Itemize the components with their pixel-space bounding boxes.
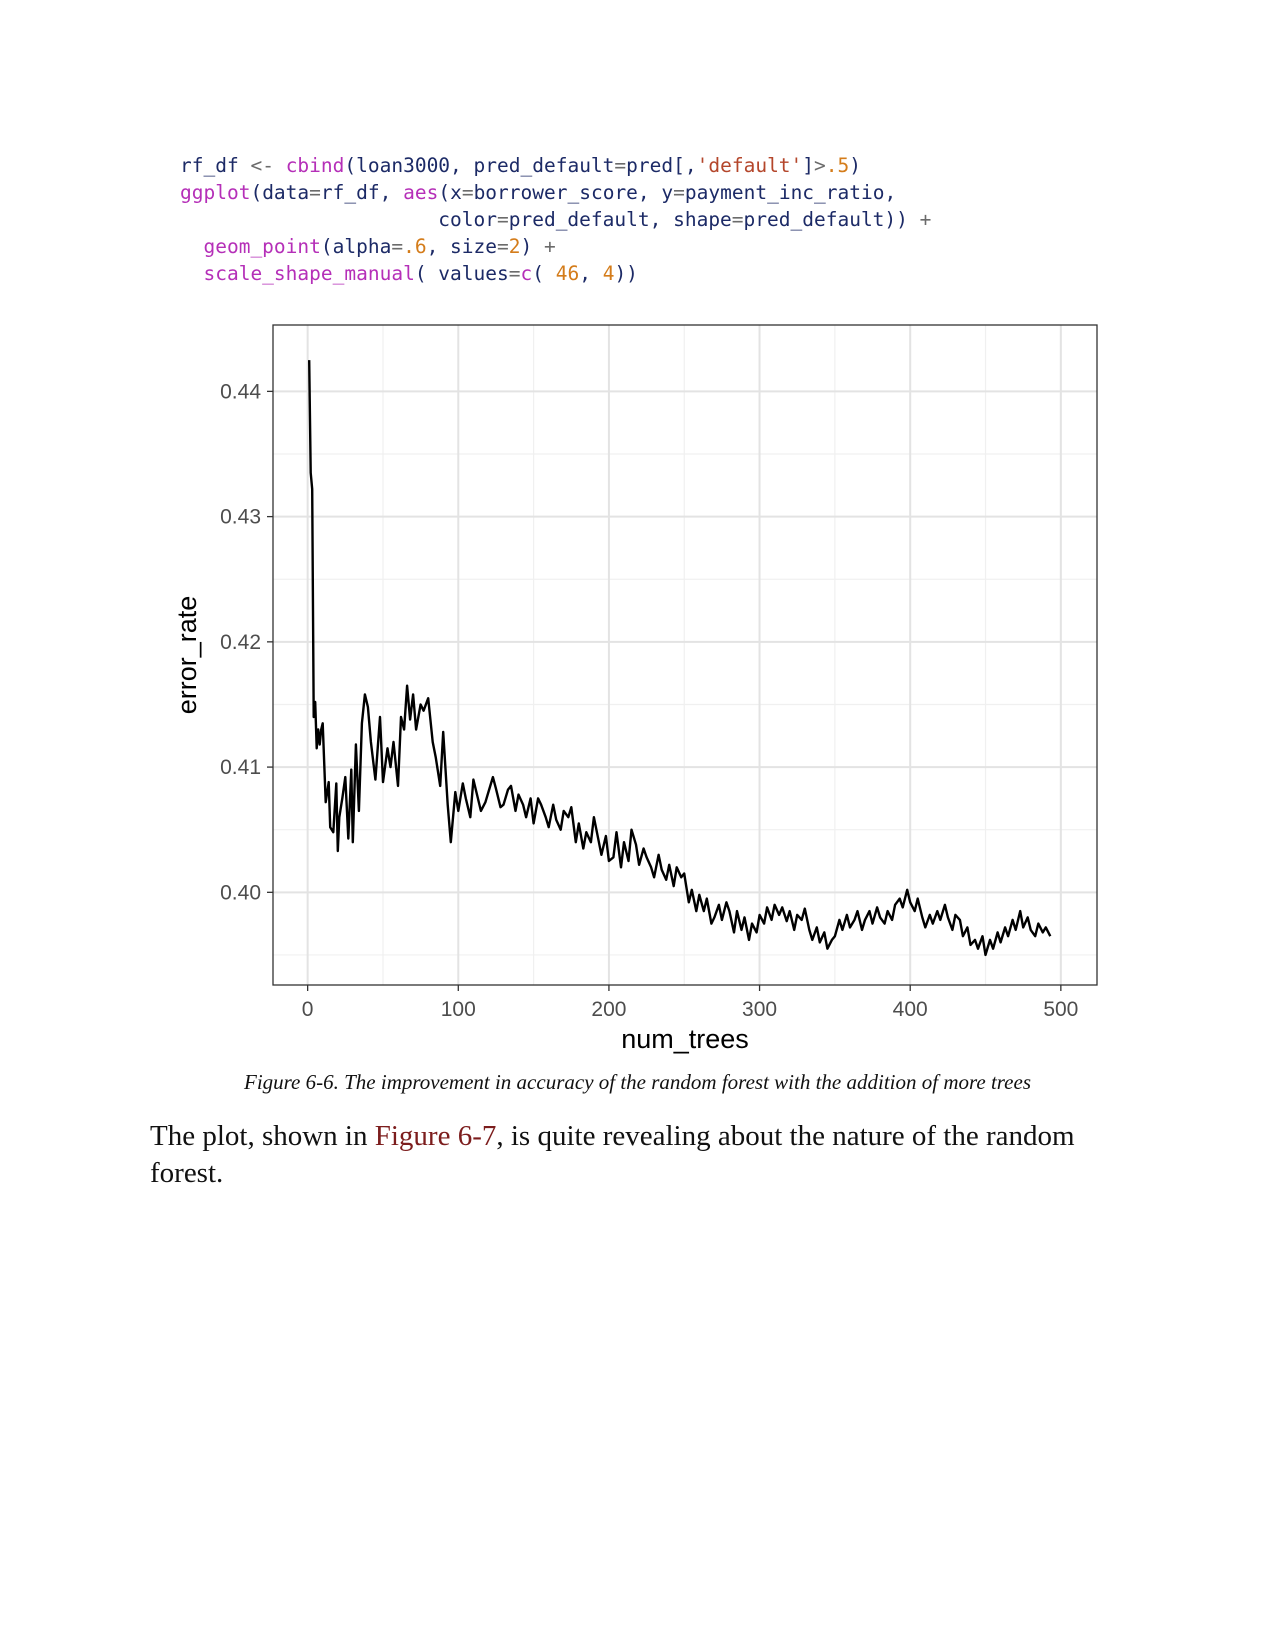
code-number: 2 <box>508 235 521 258</box>
code-number: .5 <box>825 154 850 177</box>
code-function: ggplot <box>180 181 251 204</box>
code-token: color <box>438 208 497 231</box>
code-token: rf_df <box>180 154 239 177</box>
code-operator: > <box>814 154 826 177</box>
code-token: (alpha <box>320 235 392 258</box>
code-indent <box>180 208 438 231</box>
code-token: (loan3000, pred_default <box>344 154 615 177</box>
paragraph-text: , is quite revealing about the nature of… <box>150 1120 1075 1189</box>
code-line-1: rf_df <- cbind(loan3000, pred_default=pr… <box>180 154 861 177</box>
code-operator: + <box>544 235 556 258</box>
x-tick-label: 400 <box>893 998 928 1021</box>
code-indent <box>180 235 203 258</box>
figure-caption: Figure 6-6. The improvement in accuracy … <box>244 1070 1031 1094</box>
code-function: c <box>520 262 533 285</box>
code-line-2: ggplot(data=rf_df, aes(x=borrower_score,… <box>180 181 896 204</box>
y-tick-label: 0.41 <box>220 756 261 779</box>
y-axis-title: error_rate <box>172 596 202 715</box>
paragraph-text: The plot, shown in <box>150 1120 375 1152</box>
y-tick-label: 0.40 <box>220 881 261 904</box>
body-paragraph: The plot, shown in Figure 6-7, is quite … <box>150 1118 1130 1192</box>
code-token: (x <box>438 181 462 204</box>
code-token: ) <box>520 235 545 258</box>
code-operator: = <box>614 154 627 177</box>
y-axis: 0.40 0.41 0.42 0.43 0.44 <box>220 380 273 904</box>
major-gridlines <box>273 325 1097 985</box>
x-tick-label: 500 <box>1043 998 1078 1021</box>
code-token: (data <box>250 181 310 204</box>
x-axis: 0 100 200 300 400 500 <box>302 985 1078 1021</box>
plot-border <box>272 324 1098 986</box>
code-line-5: scale_shape_manual( values=c( 46, 4)) <box>180 262 638 285</box>
code-function: cbind <box>285 154 345 177</box>
x-tick-label: 100 <box>441 998 476 1021</box>
error-rate-line <box>308 360 1052 957</box>
x-tick-label: 300 <box>742 998 777 1021</box>
code-token: pred_default, shape <box>508 208 732 231</box>
code-token: borrower_score, y <box>473 181 674 204</box>
code-token: ) <box>849 154 862 177</box>
code-function: scale_shape_manual <box>203 262 415 285</box>
x-tick-label: 0 <box>302 998 314 1021</box>
x-tick-label: 200 <box>591 998 626 1021</box>
code-operator: = <box>673 181 685 204</box>
code-operator: = <box>391 235 404 258</box>
code-token: pred[, <box>626 154 697 177</box>
y-tick-label: 0.43 <box>220 506 261 529</box>
y-tick-label: 0.42 <box>220 631 261 654</box>
error-rate-chart: 0 100 200 300 400 500 0.40 0.41 0.42 0.43 0.44 nu… <box>172 324 1098 1054</box>
code-token: ( <box>532 262 556 285</box>
code-operator: = <box>309 181 321 204</box>
code-token: ( values <box>414 262 509 285</box>
code-token: , size <box>426 235 498 258</box>
minor-gridlines <box>273 325 1097 985</box>
code-operator: = <box>508 262 521 285</box>
code-number: 46 <box>555 262 580 285</box>
code-indent <box>180 262 203 285</box>
code-line-4: geom_point(alpha=.6, size=2) + <box>180 235 556 258</box>
code-operator: + <box>919 208 932 231</box>
code-number: .6 <box>403 235 427 258</box>
code-number: 4 <box>602 262 615 285</box>
y-tick-label: 0.44 <box>220 380 261 403</box>
code-token: , <box>579 262 603 285</box>
code-operator: = <box>496 208 509 231</box>
code-token: ] <box>802 154 815 177</box>
code-operator: <- <box>250 154 274 177</box>
code-token: rf_df, <box>320 181 404 204</box>
code-token: payment_inc_ratio, <box>684 181 897 204</box>
x-axis-title: num_trees <box>621 1024 749 1054</box>
code-token: )) <box>614 262 638 285</box>
code-operator: = <box>731 208 744 231</box>
code-block: rf_df <- cbind(loan3000, pred_default=pr… <box>180 152 931 287</box>
code-function: aes <box>403 181 439 204</box>
code-token: pred_default)) <box>743 208 920 231</box>
code-operator: = <box>497 235 509 258</box>
code-function: geom_point <box>203 235 321 258</box>
code-operator: = <box>461 181 474 204</box>
figure-link[interactable]: Figure 6-7 <box>374 1120 497 1152</box>
code-string: 'default' <box>696 154 803 177</box>
code-line-3: color=pred_default, shape=pred_default))… <box>180 208 931 231</box>
